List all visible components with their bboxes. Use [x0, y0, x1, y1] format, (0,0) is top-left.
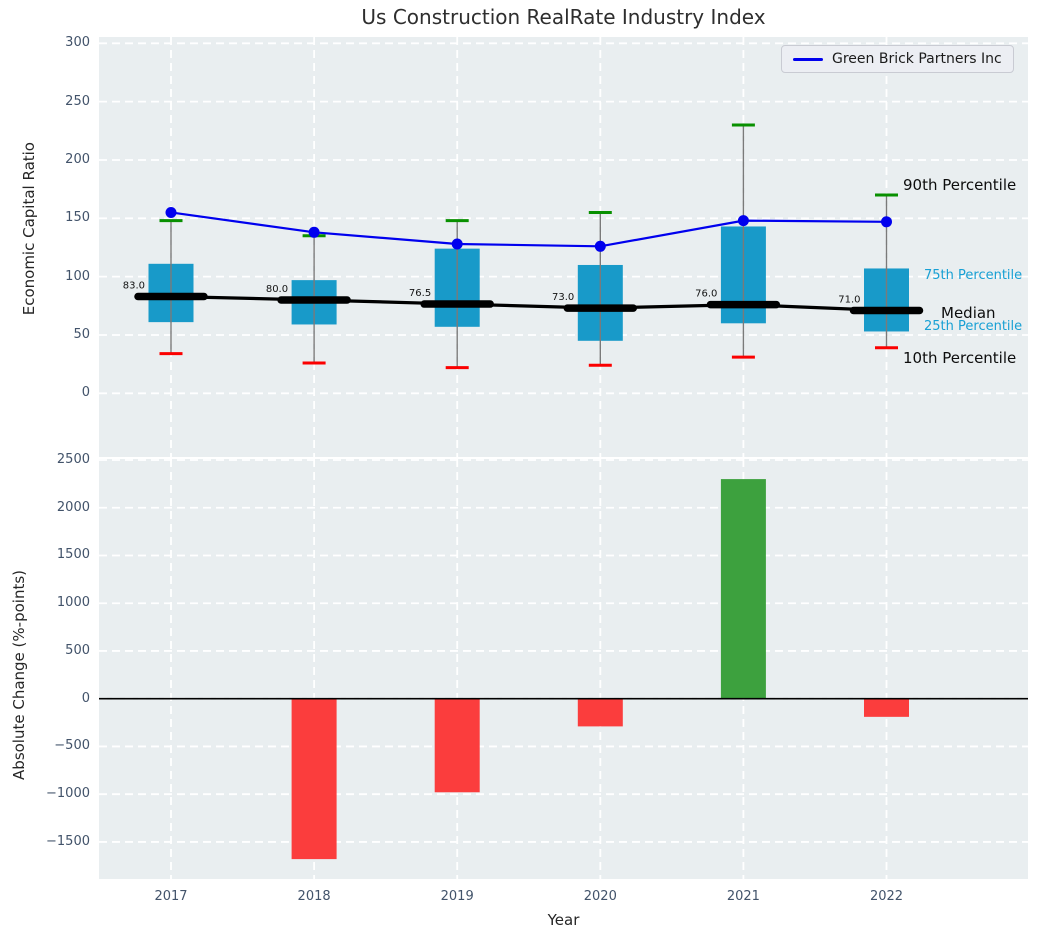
- bottom-y-tick-label: −1000: [46, 786, 90, 802]
- annotation-10th-percentile: 10th Percentile: [903, 349, 1017, 367]
- top-y-tick-label: 250: [65, 93, 90, 109]
- median-value-label: 76.5: [409, 288, 431, 299]
- annotation-median: Median: [941, 304, 996, 322]
- annotation-75th-percentile: 75th Percentile: [924, 268, 1023, 283]
- chart-title: Us Construction RealRate Industry Index: [361, 5, 766, 29]
- bottom-y-tick-label: 500: [65, 642, 90, 658]
- company-marker-2020: [594, 240, 606, 252]
- bottom-y-tick-label: −1500: [46, 833, 90, 849]
- bottom-axes: [99, 459, 1028, 879]
- bottom-y-tick-label: 2500: [56, 452, 90, 467]
- bar-chart-svg: [99, 459, 1028, 879]
- median-value-label: 71.0: [838, 294, 860, 305]
- top-y-tick-label: 300: [65, 35, 90, 51]
- company-marker-2021: [737, 215, 749, 227]
- bottom-y-tick-label: −500: [54, 738, 90, 754]
- box-2020: [577, 210, 623, 367]
- legend: Green Brick Partners Inc: [781, 45, 1014, 73]
- median-value-label: 83.0: [123, 280, 145, 291]
- median-value-label: 80.0: [266, 284, 288, 295]
- box-2022: [864, 193, 909, 350]
- bottom-y-tick-label: 1500: [56, 547, 90, 563]
- annotation-25th-percentile: 25th Percentile: [924, 319, 1023, 334]
- change-bar-2021: [720, 479, 766, 699]
- bottom-y-tick-label: 2000: [56, 499, 90, 515]
- top-y-tick-label: 150: [65, 210, 90, 226]
- x-axis-label: Year: [547, 911, 580, 929]
- x-tick-label-2018: 2018: [297, 889, 331, 904]
- x-tick-label-2017: 2017: [154, 889, 188, 904]
- median-value-label: 76.0: [695, 289, 717, 300]
- company-marker-2018: [308, 226, 320, 238]
- company-marker-2017: [165, 206, 177, 218]
- bottom-y-tick-label: 1000: [56, 595, 90, 611]
- top-y-tick-label: 100: [65, 268, 90, 284]
- legend-label: Green Brick Partners Inc: [832, 51, 1002, 67]
- company-marker-2022: [881, 216, 892, 228]
- x-tick-label-2022: 2022: [869, 889, 904, 904]
- x-tick-label-2021: 2021: [726, 889, 760, 904]
- annotation-90th-percentile: 90th Percentile: [903, 176, 1017, 194]
- change-bar-2020: [577, 698, 623, 727]
- bottom-y-tick-label: 0: [81, 690, 90, 706]
- legend-line-sample: [793, 57, 823, 61]
- company-marker-2019: [451, 238, 463, 250]
- change-bar-2018: [291, 698, 337, 860]
- median-value-label: 73.0: [552, 292, 574, 303]
- box-2019: [434, 219, 480, 370]
- top-y-tick-label: 0: [81, 385, 90, 401]
- change-bar-2022: [864, 698, 909, 717]
- box-2017: [148, 219, 194, 356]
- x-tick-label-2019: 2019: [440, 889, 474, 904]
- top-axes: [99, 37, 1028, 457]
- company-line: [170, 211, 887, 248]
- x-tick-label-2020: 2020: [583, 889, 617, 904]
- top-y-tick-label: 50: [73, 326, 90, 342]
- change-bar-2019: [434, 698, 480, 793]
- boxplot-chart-svg: 83.0 80.0 76.5 73.0 76.0 71.0: [99, 37, 1028, 457]
- top-y-tick-label: 200: [65, 151, 90, 167]
